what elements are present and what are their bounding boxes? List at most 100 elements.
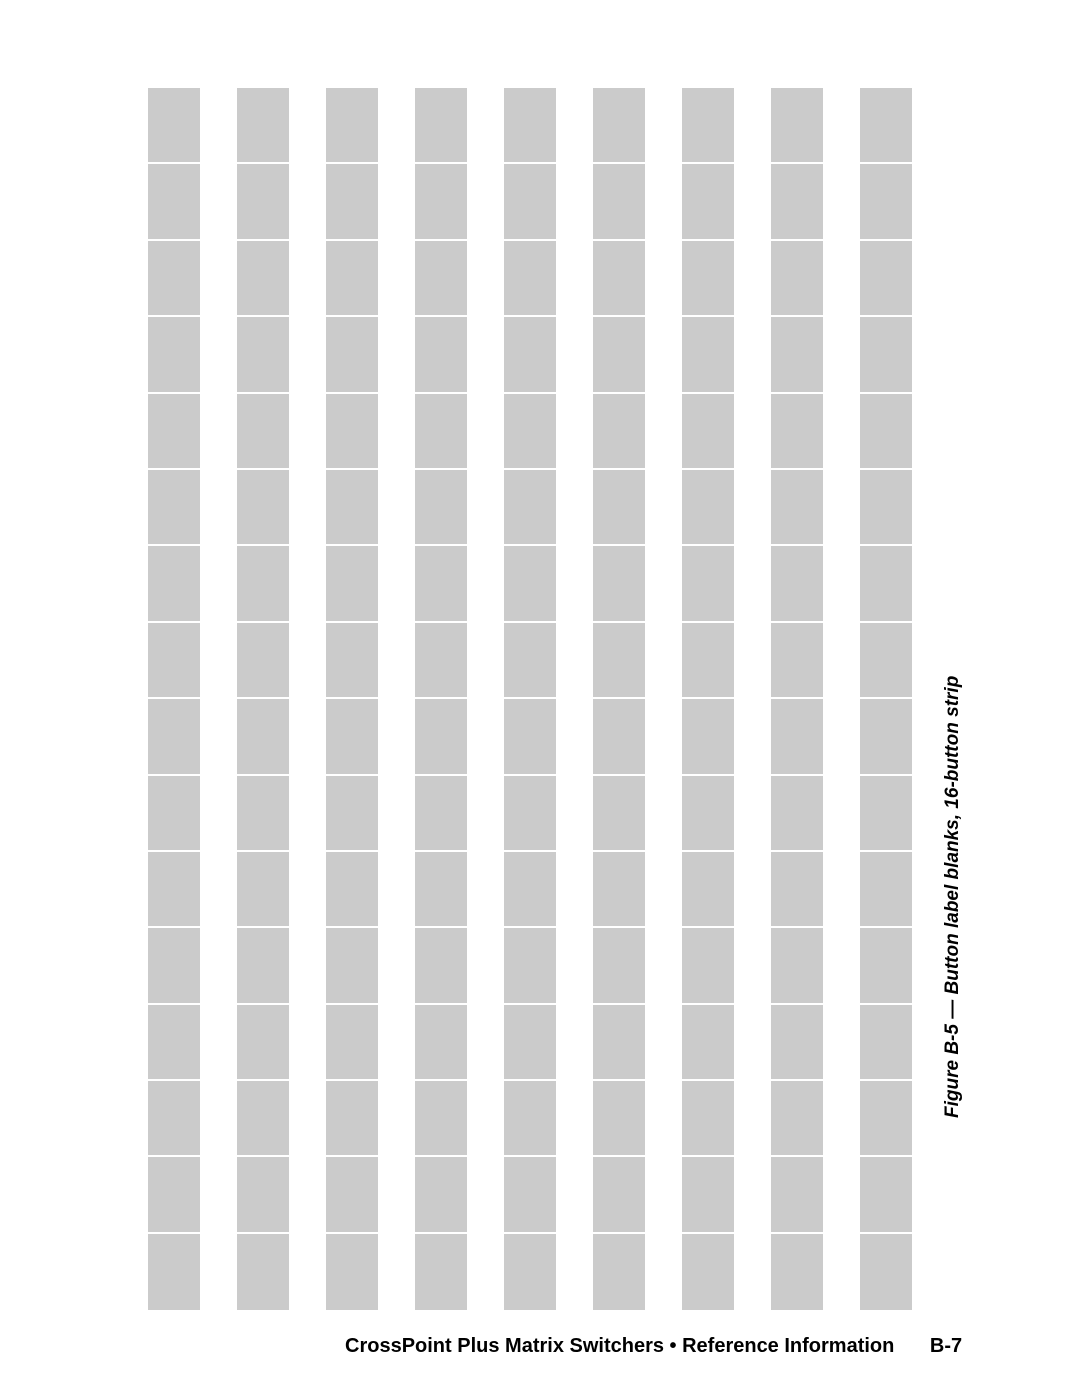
footer-page-number: B-7: [930, 1335, 962, 1357]
label-cell: [237, 546, 289, 622]
label-cell: [148, 88, 200, 164]
label-cell: [593, 317, 645, 393]
label-strip: [415, 88, 467, 1310]
label-cell: [593, 164, 645, 240]
page-footer: CrossPoint Plus Matrix Switchers • Refer…: [345, 1335, 962, 1358]
label-cell: [326, 776, 378, 852]
label-cell: [326, 317, 378, 393]
label-cell: [771, 928, 823, 1004]
label-cell: [148, 852, 200, 928]
label-cell: [148, 1234, 200, 1310]
label-strip: [593, 88, 645, 1310]
label-cell: [771, 852, 823, 928]
label-cell: [504, 1234, 556, 1310]
label-cell: [860, 1081, 912, 1157]
label-cell: [504, 1157, 556, 1233]
label-cell: [504, 852, 556, 928]
label-cell: [237, 394, 289, 470]
label-cell: [504, 470, 556, 546]
label-cell: [593, 241, 645, 317]
label-cell: [593, 1081, 645, 1157]
label-cell: [326, 852, 378, 928]
label-cell: [148, 546, 200, 622]
label-cell: [682, 88, 734, 164]
label-cell: [148, 470, 200, 546]
label-cell: [148, 164, 200, 240]
label-cell: [771, 164, 823, 240]
label-cell: [860, 241, 912, 317]
label-cell: [148, 241, 200, 317]
label-cell: [860, 1157, 912, 1233]
label-cell: [771, 546, 823, 622]
label-cell: [326, 1234, 378, 1310]
label-cell: [326, 928, 378, 1004]
label-cell: [860, 546, 912, 622]
label-cell: [326, 164, 378, 240]
label-cell: [415, 623, 467, 699]
label-cell: [148, 1005, 200, 1081]
label-cell: [504, 164, 556, 240]
label-strip: [682, 88, 734, 1310]
label-cell: [504, 1081, 556, 1157]
label-cell: [593, 928, 645, 1004]
label-cell: [771, 1234, 823, 1310]
label-cell: [237, 776, 289, 852]
label-cell: [860, 394, 912, 470]
label-cell: [237, 1081, 289, 1157]
label-strip: [326, 88, 378, 1310]
label-cell: [504, 546, 556, 622]
label-cell: [682, 546, 734, 622]
label-cell: [504, 1005, 556, 1081]
label-cell: [415, 470, 467, 546]
label-cell: [682, 394, 734, 470]
label-cell: [860, 623, 912, 699]
label-cell: [860, 776, 912, 852]
label-cell: [326, 546, 378, 622]
label-cell: [860, 1005, 912, 1081]
label-strip: [860, 88, 912, 1310]
label-cell: [682, 164, 734, 240]
label-cell: [593, 1157, 645, 1233]
label-cell: [415, 317, 467, 393]
label-cell: [326, 699, 378, 775]
label-cell: [415, 164, 467, 240]
label-cell: [148, 699, 200, 775]
label-cell: [504, 317, 556, 393]
label-cell: [593, 623, 645, 699]
label-cell: [771, 1005, 823, 1081]
label-cell: [415, 1005, 467, 1081]
label-cell: [771, 394, 823, 470]
label-cell: [148, 776, 200, 852]
label-cell: [593, 470, 645, 546]
label-cell: [415, 852, 467, 928]
label-cell: [682, 1005, 734, 1081]
label-cell: [237, 317, 289, 393]
label-cell: [237, 928, 289, 1004]
label-cell: [237, 470, 289, 546]
label-cell: [682, 317, 734, 393]
label-cell: [326, 1081, 378, 1157]
label-cell: [237, 164, 289, 240]
label-cell: [682, 852, 734, 928]
label-cell: [148, 1157, 200, 1233]
label-cell: [682, 1157, 734, 1233]
document-page: Figure B-5 — Button label blanks, 16-but…: [0, 0, 1080, 1397]
label-cell: [237, 852, 289, 928]
label-strip: [771, 88, 823, 1310]
label-strip: [237, 88, 289, 1310]
label-cell: [593, 546, 645, 622]
label-cell: [148, 928, 200, 1004]
label-cell: [237, 88, 289, 164]
label-cell: [237, 1005, 289, 1081]
footer-title: CrossPoint Plus Matrix Switchers • Refer…: [345, 1335, 894, 1357]
label-cell: [504, 699, 556, 775]
label-cell: [771, 699, 823, 775]
label-strip: [504, 88, 556, 1310]
label-cell: [593, 1005, 645, 1081]
label-cell: [148, 623, 200, 699]
label-cell: [415, 928, 467, 1004]
label-cell: [504, 394, 556, 470]
label-cell: [860, 164, 912, 240]
label-cell: [771, 776, 823, 852]
label-cell: [771, 317, 823, 393]
